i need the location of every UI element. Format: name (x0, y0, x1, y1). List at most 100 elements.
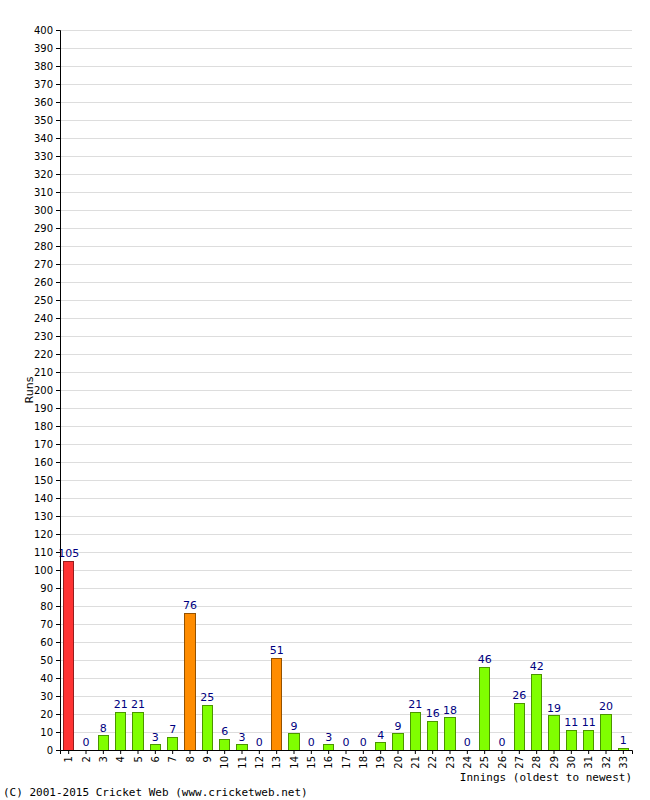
x-tick-mark (363, 750, 364, 754)
bar (410, 712, 420, 750)
x-tick: 7 (167, 750, 178, 762)
data-label: 9 (395, 720, 402, 733)
y-tick-label: 240 (34, 313, 53, 324)
y-tick-mark (56, 408, 60, 409)
x-tick-label: 17 (341, 756, 352, 769)
y-tick-mark (56, 264, 60, 265)
x-tick: 13 (271, 750, 282, 769)
bar (237, 745, 247, 750)
bar (618, 748, 628, 750)
data-label: 6 (221, 725, 228, 738)
y-tick: 230 (34, 331, 60, 342)
y-tick: 250 (34, 295, 60, 306)
plot: 1050821213776256305190300492116180460264… (34, 25, 633, 769)
x-tick-mark (259, 750, 260, 754)
y-tick-label: 380 (34, 61, 53, 72)
annotation: (C) 2001-2015 Cricket Web (www.cricketwe… (3, 786, 308, 799)
y-tick-label: 260 (34, 277, 53, 288)
y-tick-mark (56, 66, 60, 67)
y-axis: 0102030405060708090100110120130140150160… (34, 25, 61, 756)
y-tick-mark (56, 246, 60, 247)
x-tick-mark (294, 750, 295, 754)
bar (150, 745, 160, 750)
data-label: 11 (564, 716, 578, 729)
y-tick: 370 (34, 79, 60, 90)
data-label: 21 (131, 698, 145, 711)
y-tick-label: 350 (34, 115, 53, 126)
bar (549, 716, 559, 750)
grid-line (60, 660, 632, 661)
x-tick-mark (536, 750, 537, 754)
data-label: 9 (291, 720, 298, 733)
bar (601, 714, 611, 750)
data-label: 0 (464, 736, 471, 749)
y-tick-mark (56, 660, 60, 661)
y-tick-mark (56, 462, 60, 463)
y-tick-mark (56, 318, 60, 319)
x-tick-label: 25 (479, 756, 490, 769)
bar (462, 750, 472, 751)
y-tick-mark (56, 516, 60, 517)
x-tick: 27 (514, 750, 525, 769)
y-tick-label: 160 (34, 457, 53, 468)
data-label: 0 (360, 736, 367, 749)
data-label: 105 (58, 547, 79, 560)
bar (479, 667, 489, 750)
y-tick: 210 (34, 367, 60, 378)
data-label: 0 (499, 736, 506, 749)
y-tick: 310 (34, 187, 60, 198)
y-tick-mark (56, 336, 60, 337)
y-tick-label: 200 (34, 385, 53, 396)
y-tick: 60 (40, 637, 60, 648)
bar (514, 703, 524, 750)
x-tick: 12 (254, 750, 265, 769)
data-label: 18 (443, 704, 457, 717)
y-tick: 40 (40, 673, 60, 684)
data-labels: 1050821213776256305190300492116180460264… (58, 547, 627, 749)
y-tick-mark (56, 588, 60, 589)
data-label: 1 (620, 734, 627, 747)
y-tick-label: 360 (34, 97, 53, 108)
x-tick: 10 (219, 750, 230, 769)
grid-line (60, 192, 632, 193)
x-tick-mark (190, 750, 191, 754)
y-tick-mark (56, 696, 60, 697)
y-tick: 110 (34, 547, 60, 558)
x-tick: 32 (601, 750, 612, 769)
data-label: 76 (183, 599, 197, 612)
y-tick-label: 340 (34, 133, 53, 144)
grid-line (60, 678, 632, 679)
y-tick-label: 0 (47, 745, 53, 756)
y-tick-mark (56, 174, 60, 175)
y-tick-mark (56, 606, 60, 607)
x-tick-mark (432, 750, 433, 754)
y-tick-label: 320 (34, 169, 53, 180)
grid-line (60, 228, 632, 229)
x-tick-label: 32 (601, 756, 612, 769)
bar (219, 739, 229, 750)
x-tick-mark (554, 750, 555, 754)
x-tick-mark (172, 750, 173, 754)
y-tick: 50 (40, 655, 60, 666)
bar (185, 613, 195, 750)
x-tick: 5 (133, 750, 144, 762)
x-tick: 14 (289, 750, 300, 769)
x-tick-label: 11 (237, 756, 248, 769)
bar (583, 730, 593, 750)
y-tick-label: 150 (34, 475, 53, 486)
x-tick-mark (519, 750, 520, 754)
x-tick-label: 5 (133, 756, 144, 762)
y-tick-label: 60 (40, 637, 53, 648)
x-tick-label: 1 (63, 756, 74, 762)
bar (445, 718, 455, 750)
y-tick: 390 (34, 43, 60, 54)
x-tick-label: 9 (202, 756, 213, 762)
bar (202, 705, 212, 750)
x-tick-mark (484, 750, 485, 754)
grid-line (60, 138, 632, 139)
x-tick-mark (224, 750, 225, 754)
x-tick-label: 26 (497, 756, 508, 769)
x-tick: 3 (98, 750, 109, 762)
grid-line (60, 354, 632, 355)
x-tick: 28 (531, 750, 542, 769)
